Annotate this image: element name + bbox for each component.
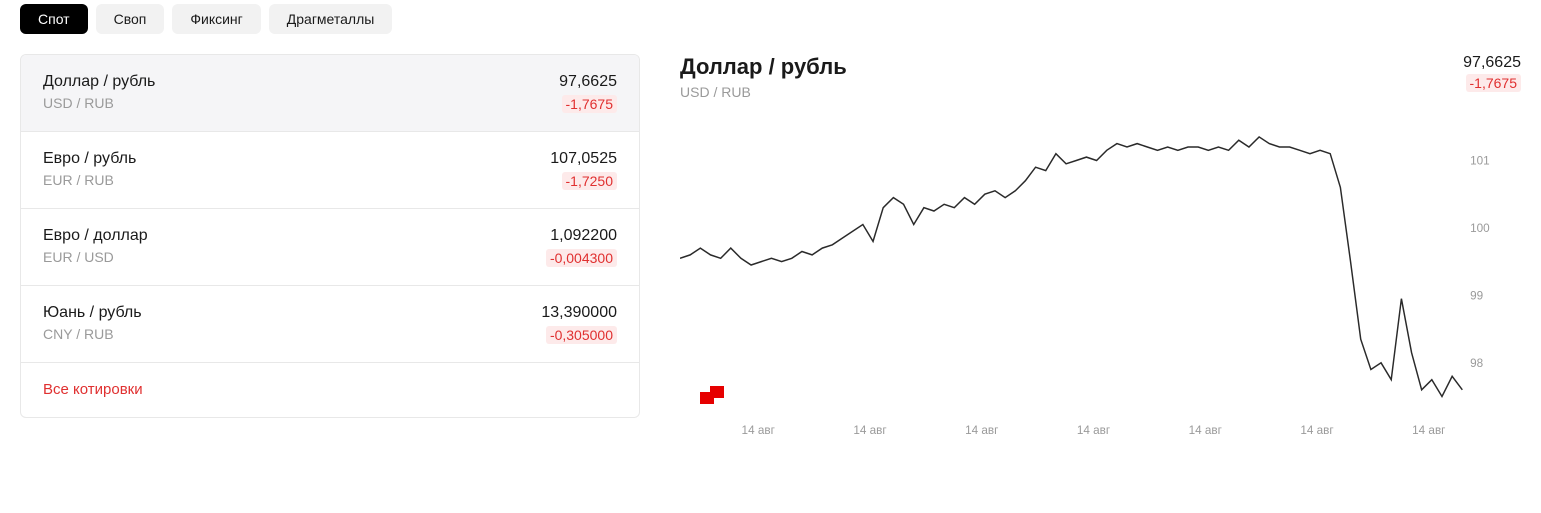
chart-title: Доллар / рубль: [680, 54, 847, 80]
quotes-panel: Доллар / рубль USD / RUB 97,6625 -1,7675 Евр…: [20, 54, 640, 418]
chart-line: [680, 137, 1462, 397]
x-tick-label: 14 авг: [1189, 423, 1222, 437]
quote-change: -0,305000: [546, 326, 617, 344]
y-tick-label: 100: [1470, 221, 1490, 235]
chart-area[interactable]: 98 99 100 101 14 авг 14 авг 14 авг 14 авг 14 авг…: [680, 110, 1521, 440]
y-tick-label: 101: [1470, 153, 1490, 167]
quote-value: 97,6625: [559, 73, 617, 91]
quote-title: Юань / рубль: [43, 304, 142, 322]
main-layout: Доллар / рубль USD / RUB 97,6625 -1,7675 Евр…: [20, 54, 1521, 440]
quote-code: CNY / RUB: [43, 326, 142, 342]
chart-panel: Доллар / рубль USD / RUB 97,6625 -1,7675…: [680, 54, 1521, 440]
quote-row[interactable]: Евро / доллар EUR / USD 1,092200 -0,004300: [21, 209, 639, 286]
x-tick-label: 14 авг: [965, 423, 998, 437]
quote-title: Доллар / рубль: [43, 73, 155, 91]
x-tick-label: 14 авг: [742, 423, 775, 437]
all-quotes-link[interactable]: Все котировки: [43, 381, 143, 398]
chart-header: Доллар / рубль USD / RUB 97,6625 -1,7675: [680, 54, 1521, 100]
x-tick-label: 14 авг: [1300, 423, 1333, 437]
quote-title: Евро / доллар: [43, 227, 148, 245]
quote-value: 1,092200: [550, 227, 617, 245]
quote-value: 13,390000: [541, 304, 617, 322]
line-chart: 98 99 100 101 14 авг 14 авг 14 авг 14 авг 14 авг…: [680, 110, 1521, 440]
quote-list: Доллар / рубль USD / RUB 97,6625 -1,7675 Евр…: [20, 54, 640, 418]
y-tick-label: 98: [1470, 356, 1483, 370]
quote-change: -0,004300: [546, 249, 617, 267]
quote-code: EUR / RUB: [43, 172, 136, 188]
quote-row[interactable]: Евро / рубль EUR / RUB 107,0525 -1,7250: [21, 132, 639, 209]
chart-change: -1,7675: [1466, 74, 1521, 92]
legend-marker-icon: [700, 386, 728, 404]
x-tick-label: 14 авг: [1077, 423, 1110, 437]
tab-0[interactable]: Спот: [20, 4, 88, 34]
quote-change: -1,7675: [562, 95, 617, 113]
quote-change: -1,7250: [562, 172, 617, 190]
quote-row[interactable]: Доллар / рубль USD / RUB 97,6625 -1,7675: [21, 55, 639, 132]
all-quotes-row: Все котировки: [21, 363, 639, 417]
quote-code: USD / RUB: [43, 95, 155, 111]
quote-value: 107,0525: [550, 150, 617, 168]
chart-code: USD / RUB: [680, 84, 847, 100]
quote-row[interactable]: Юань / рубль CNY / RUB 13,390000 -0,305000: [21, 286, 639, 363]
chart-value: 97,6625: [1463, 54, 1521, 72]
y-tick-label: 99: [1470, 288, 1483, 302]
tab-2[interactable]: Фиксинг: [172, 4, 260, 34]
x-tick-label: 14 авг: [853, 423, 886, 437]
market-tabs: Спот СвопФиксинг Драгметаллы: [20, 4, 1521, 34]
tab-1[interactable]: Своп: [96, 4, 165, 34]
quote-title: Евро / рубль: [43, 150, 136, 168]
x-tick-label: 14 авг: [1412, 423, 1445, 437]
tab-3[interactable]: Драгметаллы: [269, 4, 393, 34]
quote-code: EUR / USD: [43, 249, 148, 265]
